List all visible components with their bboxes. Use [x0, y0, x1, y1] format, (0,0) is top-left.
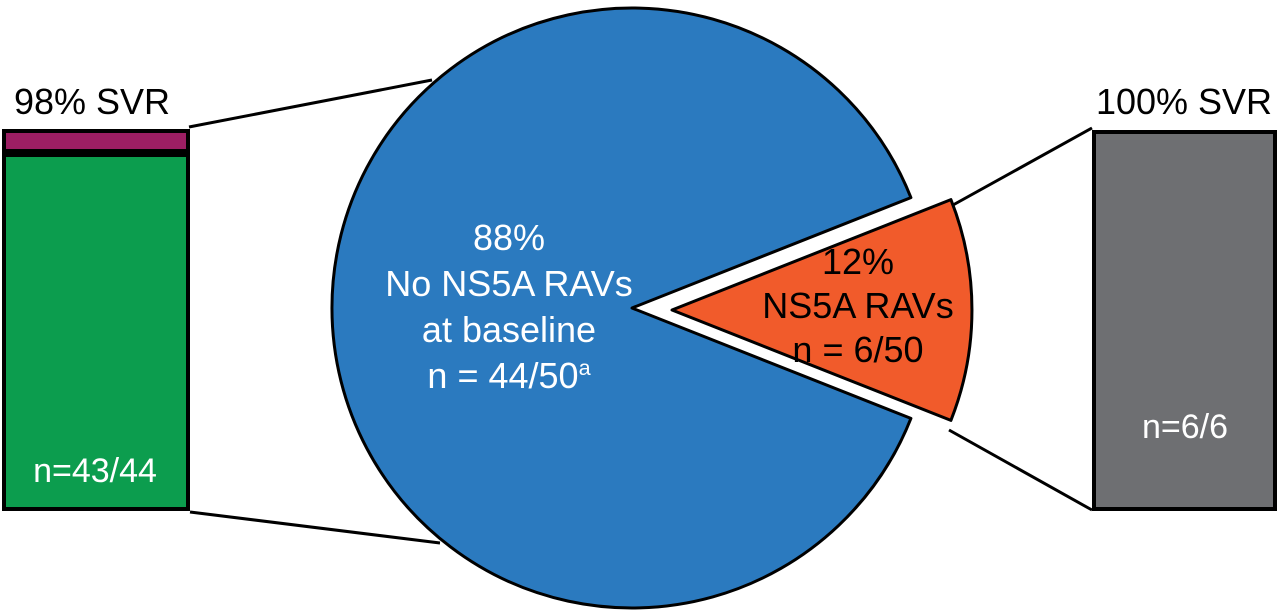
blue-slice-n: n = 44/50a — [385, 353, 632, 399]
right-bar-title: 100% SVR — [1095, 81, 1273, 122]
left-bar-segment-non-svr — [2, 129, 190, 153]
blue-slice-label-line1: No NS5A RAVs — [385, 263, 633, 304]
connector-line-right-bottom — [948, 428, 1093, 512]
pie-slice-no-ns5a-ravs — [330, 6, 913, 610]
footnote-marker: a — [578, 355, 591, 380]
orange-slice-label: NS5A RAVs — [762, 285, 954, 326]
connector-line-right-top — [952, 126, 1093, 207]
blue-slice-n-value: n = 44/50 — [427, 355, 579, 396]
right-bar-n-label: n=6/6 — [1141, 408, 1229, 446]
blue-slice-percent: 88% — [472, 217, 546, 258]
blue-slice-label-line2: at baseline — [421, 309, 597, 350]
connector-line-left-bottom — [189, 510, 441, 545]
pie-slice-ns5a-ravs — [670, 198, 974, 422]
orange-slice-percent: 12% — [821, 241, 895, 282]
left-bar-segment-svr — [2, 153, 190, 511]
orange-slice-n: n = 6/50 — [792, 329, 924, 370]
left-bar-title: 98% SVR — [13, 81, 171, 122]
left-bar-n-label: n=43/44 — [33, 452, 157, 490]
blue-slice-text: 88% No NS5A RAVs at baseline n = 44/50a — [385, 215, 632, 399]
right-bar-segment-svr — [1092, 130, 1277, 511]
connector-line-left-top — [188, 78, 433, 129]
orange-slice-text: 12% NS5A RAVs n = 6/50 — [762, 240, 953, 372]
